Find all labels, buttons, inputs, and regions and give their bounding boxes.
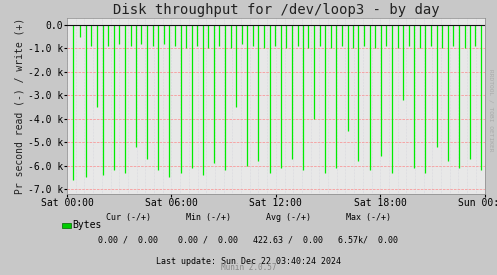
Text: Munin 2.0.57: Munin 2.0.57 (221, 263, 276, 272)
Text: Cur (-/+)       Min (-/+)       Avg (-/+)       Max (-/+): Cur (-/+) Min (-/+) Avg (-/+) Max (-/+) (106, 213, 391, 222)
Text: Last update: Sun Dec 22 03:40:24 2024: Last update: Sun Dec 22 03:40:24 2024 (156, 257, 341, 266)
Title: Disk throughput for /dev/loop3 - by day: Disk throughput for /dev/loop3 - by day (112, 3, 439, 17)
Text: RRDTOOL / TOBI OETIKER: RRDTOOL / TOBI OETIKER (489, 69, 494, 151)
Text: 0.00 /  0.00    0.00 /  0.00   422.63 /  0.00   6.57k/  0.00: 0.00 / 0.00 0.00 / 0.00 422.63 / 0.00 6.… (98, 235, 399, 244)
Y-axis label: Pr second read (-) / write (+): Pr second read (-) / write (+) (15, 18, 25, 194)
Text: Bytes: Bytes (73, 221, 102, 230)
